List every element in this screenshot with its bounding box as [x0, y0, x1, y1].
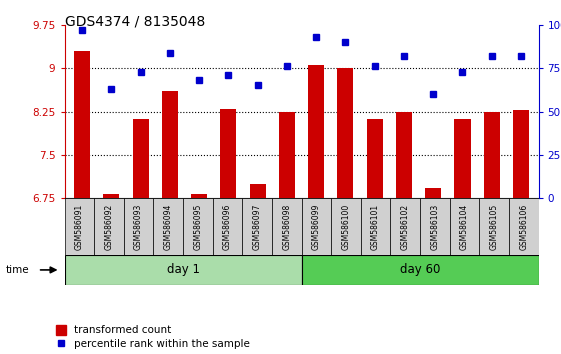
Bar [331, 198, 361, 255]
Bar [220, 109, 236, 198]
Bar [103, 194, 119, 198]
Bar [513, 110, 529, 198]
Bar [132, 119, 149, 198]
Bar [272, 198, 301, 255]
Bar [420, 198, 450, 255]
Text: GSM586098: GSM586098 [282, 204, 291, 250]
Bar [396, 112, 412, 198]
Bar [390, 198, 420, 255]
Bar [450, 198, 479, 255]
Bar [367, 119, 383, 198]
Legend: transformed count, percentile rank within the sample: transformed count, percentile rank withi… [56, 325, 250, 349]
Text: GSM586095: GSM586095 [194, 203, 203, 250]
Bar [65, 255, 301, 285]
Bar [65, 198, 94, 255]
Text: GSM586096: GSM586096 [223, 203, 232, 250]
Text: GSM586094: GSM586094 [164, 203, 173, 250]
Bar [162, 91, 178, 198]
Text: GSM586100: GSM586100 [342, 204, 351, 250]
Bar [242, 198, 272, 255]
Text: GSM586093: GSM586093 [134, 203, 143, 250]
Text: GSM586102: GSM586102 [401, 204, 410, 250]
Bar [425, 188, 442, 198]
Text: GSM586106: GSM586106 [519, 204, 528, 250]
Bar [191, 194, 207, 198]
Bar [509, 198, 539, 255]
Text: day 1: day 1 [167, 263, 200, 276]
Bar [484, 112, 500, 198]
Bar [337, 68, 353, 198]
Text: GSM586105: GSM586105 [490, 204, 499, 250]
Bar [183, 198, 213, 255]
Text: GSM586103: GSM586103 [430, 204, 439, 250]
Bar [124, 198, 153, 255]
Text: GSM586091: GSM586091 [75, 204, 84, 250]
Bar [94, 198, 124, 255]
Bar [74, 51, 90, 198]
Text: GSM586101: GSM586101 [371, 204, 380, 250]
Bar [301, 198, 331, 255]
Text: GSM586104: GSM586104 [460, 204, 469, 250]
Bar [479, 198, 509, 255]
Bar [361, 198, 390, 255]
Bar [213, 198, 242, 255]
Bar [250, 184, 266, 198]
Bar [308, 65, 324, 198]
Text: GSM586097: GSM586097 [252, 203, 261, 250]
Text: GSM586099: GSM586099 [312, 203, 321, 250]
Text: GDS4374 / 8135048: GDS4374 / 8135048 [65, 14, 205, 28]
Bar [279, 112, 295, 198]
Text: GSM586092: GSM586092 [104, 204, 113, 250]
Bar [301, 255, 539, 285]
Text: time: time [6, 265, 29, 275]
Bar [454, 119, 471, 198]
Text: day 60: day 60 [400, 263, 440, 276]
Bar [153, 198, 183, 255]
